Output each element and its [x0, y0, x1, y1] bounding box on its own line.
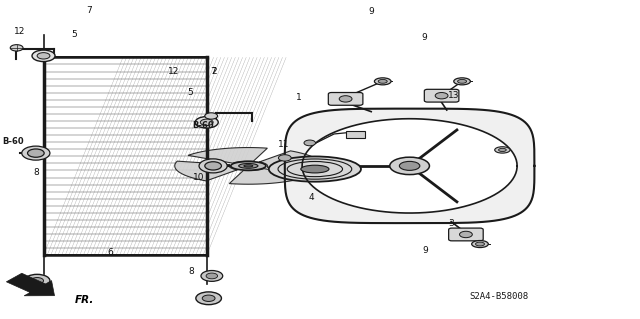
Circle shape [24, 274, 50, 287]
FancyBboxPatch shape [328, 93, 363, 105]
Circle shape [28, 149, 44, 157]
Circle shape [195, 116, 218, 128]
Text: 4: 4 [308, 193, 314, 202]
Circle shape [460, 231, 472, 238]
Circle shape [205, 113, 218, 119]
Polygon shape [302, 119, 517, 213]
Ellipse shape [399, 161, 420, 170]
Text: 8: 8 [33, 168, 39, 177]
Text: 5: 5 [72, 30, 77, 39]
Ellipse shape [231, 161, 266, 170]
Text: FR.: FR. [75, 295, 94, 305]
Ellipse shape [239, 163, 258, 168]
Polygon shape [285, 109, 534, 223]
Circle shape [201, 271, 223, 281]
FancyBboxPatch shape [424, 89, 459, 102]
Ellipse shape [499, 148, 506, 152]
Polygon shape [188, 148, 268, 163]
Circle shape [22, 146, 50, 160]
Ellipse shape [244, 165, 253, 167]
Circle shape [435, 93, 448, 99]
Ellipse shape [454, 78, 470, 85]
Text: 9: 9 [421, 33, 427, 42]
Text: B-60: B-60 [2, 137, 24, 146]
Bar [44, 57, 207, 255]
Text: 7: 7 [86, 6, 92, 15]
Bar [346, 131, 365, 138]
Circle shape [32, 50, 55, 62]
Text: S2A4-B58008: S2A4-B58008 [470, 293, 529, 301]
Circle shape [278, 155, 291, 161]
Text: 3: 3 [448, 219, 454, 228]
Circle shape [339, 96, 352, 102]
Text: 9: 9 [368, 7, 374, 16]
Text: 13: 13 [448, 91, 460, 100]
Bar [44, 57, 207, 255]
Ellipse shape [472, 241, 488, 248]
Ellipse shape [458, 79, 467, 83]
Ellipse shape [374, 78, 391, 85]
Text: 9: 9 [422, 246, 428, 255]
Text: B-60: B-60 [192, 121, 214, 130]
Circle shape [200, 119, 213, 125]
Circle shape [196, 292, 221, 305]
Circle shape [206, 273, 218, 279]
Text: 7: 7 [210, 67, 216, 76]
Circle shape [304, 140, 316, 146]
Ellipse shape [269, 156, 361, 182]
Text: 2: 2 [211, 67, 217, 76]
Polygon shape [175, 161, 237, 181]
Circle shape [199, 159, 227, 173]
Polygon shape [229, 169, 308, 184]
Ellipse shape [378, 79, 387, 83]
Text: 11: 11 [278, 140, 290, 149]
Circle shape [10, 45, 23, 51]
Text: 1: 1 [296, 93, 301, 102]
Text: 5: 5 [187, 88, 193, 97]
Circle shape [205, 162, 221, 170]
Text: 6: 6 [108, 248, 113, 256]
Text: 10: 10 [193, 173, 205, 182]
FancyBboxPatch shape [449, 228, 483, 241]
Ellipse shape [495, 147, 510, 153]
Circle shape [31, 278, 44, 284]
Ellipse shape [476, 242, 484, 246]
Text: 8: 8 [189, 267, 195, 276]
Text: 12: 12 [168, 67, 179, 76]
Polygon shape [259, 151, 322, 171]
Circle shape [37, 53, 50, 59]
Polygon shape [6, 273, 54, 296]
Ellipse shape [301, 165, 329, 173]
Ellipse shape [390, 157, 429, 174]
Text: 12: 12 [14, 27, 26, 36]
Circle shape [202, 295, 215, 301]
